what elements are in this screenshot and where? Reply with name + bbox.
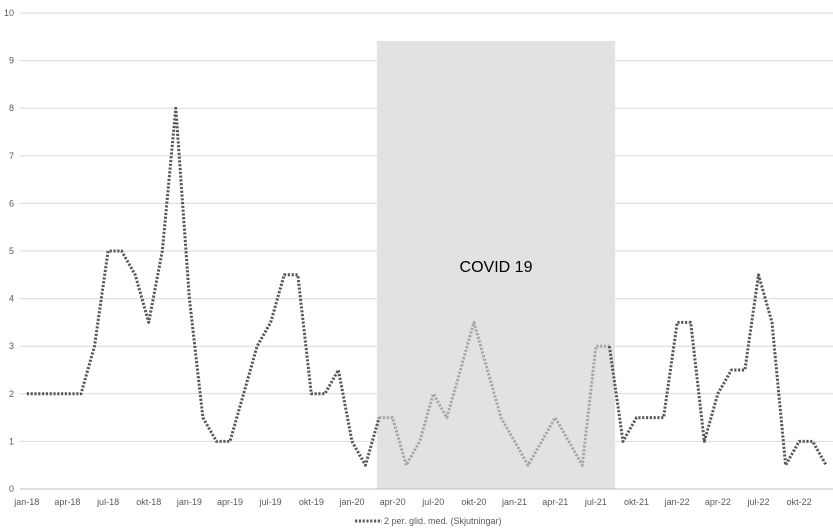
y-axis-ticks: 0 1 2 3 4 5 6 7 8 9 10 [4, 8, 14, 494]
y-tick-label: 1 [9, 436, 14, 446]
y-tick-label: 5 [9, 246, 14, 256]
x-tick-label: jan-18 [13, 497, 39, 507]
y-tick-label: 6 [9, 198, 14, 208]
x-tick-label: apr-19 [217, 497, 243, 507]
x-tick-label: jul-20 [421, 497, 444, 507]
y-tick-label: 0 [9, 484, 14, 494]
covid-shade [376, 41, 616, 489]
x-tick-label: jul-22 [746, 497, 769, 507]
y-tick-label: 10 [4, 8, 14, 18]
y-tick-label: 9 [9, 56, 14, 66]
series-line-pre-covid [26, 106, 381, 467]
x-tick-label: okt-19 [299, 497, 324, 507]
series-line-covid [379, 320, 610, 467]
x-tick-label: jul-21 [584, 497, 607, 507]
x-tick-label: apr-22 [705, 497, 731, 507]
x-tick-label: apr-20 [380, 497, 406, 507]
covid-label: COVID 19 [460, 259, 533, 276]
x-tick-label: jan-21 [501, 497, 527, 507]
x-tick-label: jul-19 [259, 497, 282, 507]
x-tick-label: jul-18 [96, 497, 119, 507]
x-axis-ticks: jan-18 apr-18 jul-18 okt-18 jan-19 apr-19 jul-… [13, 497, 811, 507]
y-tick-label: 8 [9, 103, 14, 113]
x-tick-label: jan-19 [176, 497, 202, 507]
x-tick-label: apr-21 [542, 497, 568, 507]
x-tick-label: okt-22 [787, 497, 812, 507]
y-tick-label: 4 [9, 294, 14, 304]
x-tick-label: okt-21 [624, 497, 649, 507]
y-tick-label: 3 [9, 341, 14, 351]
x-tick-label: jan-22 [664, 497, 690, 507]
y-tick-label: 2 [9, 389, 14, 399]
series-line-post-covid [607, 273, 828, 467]
legend: 2 per. glid. med. (Skjutningar) [355, 516, 502, 526]
x-tick-label: jan-20 [338, 497, 364, 507]
x-tick-label: apr-18 [54, 497, 80, 507]
legend-label: 2 per. glid. med. (Skjutningar) [384, 516, 502, 526]
x-tick-label: okt-20 [461, 497, 486, 507]
y-tick-label: 7 [9, 151, 14, 161]
covid-period: COVID 19 [376, 41, 616, 489]
x-tick-label: okt-18 [136, 497, 161, 507]
series-line [26, 106, 828, 467]
